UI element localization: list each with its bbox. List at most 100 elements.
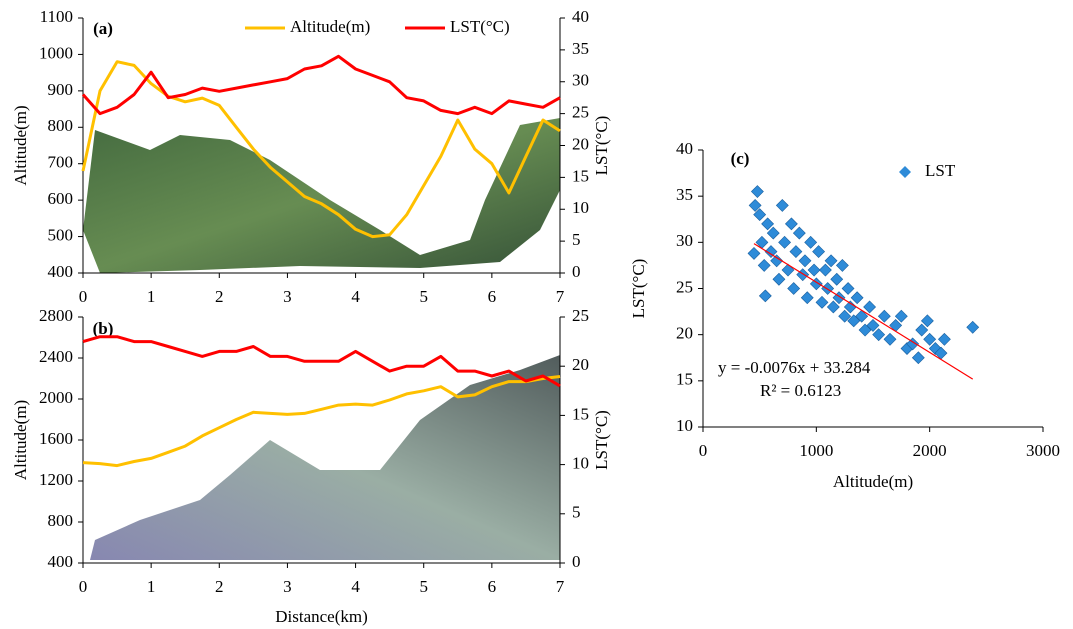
y-tick-label: 1200 — [39, 470, 73, 489]
scatter-point — [966, 320, 980, 334]
y2-axis-label: LST(°C) — [592, 410, 611, 470]
y2-tick-label: 25 — [572, 103, 589, 122]
scatter-point — [915, 323, 929, 337]
x-axis-label: Distance(km) — [275, 607, 368, 626]
legend-label: Altitude(m) — [290, 17, 370, 36]
scatter-point — [761, 217, 775, 231]
x-tick-label: 6 — [488, 287, 497, 306]
y-tick-label: 25 — [676, 277, 693, 296]
y2-tick-label: 20 — [572, 355, 589, 374]
x-tick-label: 3 — [283, 287, 292, 306]
legend-label: LST(°C) — [450, 17, 510, 36]
y-tick-label: 1000 — [39, 43, 73, 62]
x-tick-label: 5 — [419, 287, 428, 306]
x-tick-label: 1 — [147, 287, 156, 306]
scatter-point — [789, 245, 803, 258]
y-tick-label: 35 — [676, 185, 693, 204]
scatter-point — [847, 314, 861, 328]
y-axis-label: Altitude(m) — [11, 105, 30, 185]
y2-axis-label: LST(°C) — [592, 116, 611, 176]
scatter-point — [812, 245, 826, 258]
panel-label: (c) — [731, 149, 750, 168]
y-axis-label: LST(°C) — [629, 259, 648, 319]
scatter-point — [877, 309, 891, 323]
y-tick-label: 2000 — [39, 388, 73, 407]
scatter-point — [866, 319, 880, 332]
scatter-point — [804, 235, 818, 249]
scatter-point — [753, 208, 767, 222]
x-tick-label: 0 — [79, 577, 88, 596]
y2-tick-label: 10 — [572, 198, 589, 217]
scatter-point — [775, 198, 789, 212]
x-tick-label: 3000 — [1026, 441, 1060, 460]
scatter-point — [750, 185, 764, 198]
scatter-point — [764, 245, 778, 258]
trend-line — [753, 243, 974, 380]
scatter-point — [747, 246, 761, 260]
scatter-point — [821, 282, 835, 295]
x-tick-label: 4 — [351, 577, 360, 596]
scatter-point — [798, 254, 812, 268]
x-axis-label: Altitude(m) — [833, 472, 913, 491]
line-series — [82, 375, 561, 468]
y2-tick-label: 25 — [572, 306, 589, 325]
line-series — [82, 335, 561, 388]
scatter-point — [787, 282, 801, 295]
x-tick-label: 0 — [79, 287, 88, 306]
scatter-point — [778, 235, 792, 249]
line-series — [81, 54, 561, 116]
scatter-point — [937, 332, 951, 346]
scatter-point — [757, 258, 771, 272]
scatter-point — [818, 263, 832, 277]
y-tick-label: 20 — [676, 324, 693, 343]
scatter-point — [815, 295, 829, 309]
scatter-point — [911, 351, 925, 365]
y-tick-label: 400 — [48, 262, 74, 281]
scatter-point — [838, 309, 852, 323]
scatter-point — [826, 300, 840, 314]
x-tick-label: 1 — [147, 577, 156, 596]
y-tick-label: 600 — [48, 189, 74, 208]
panel-label: (a) — [93, 19, 113, 38]
scatter-point — [855, 309, 869, 323]
y-tick-label: 1100 — [40, 7, 73, 26]
scatter-point — [894, 309, 908, 323]
y-tick-label: 800 — [48, 116, 74, 135]
scatter-point — [748, 198, 762, 212]
scatter-point — [784, 217, 798, 231]
x-tick-label: 2 — [215, 577, 224, 596]
scatter-point — [792, 226, 806, 240]
scatter-point — [863, 300, 877, 314]
scatter-point — [843, 300, 857, 314]
y-tick-label: 1600 — [39, 429, 73, 448]
y-tick-label: 500 — [48, 225, 74, 244]
y2-tick-label: 15 — [572, 404, 589, 423]
scatter-point — [807, 263, 821, 277]
panel-label: (b) — [93, 319, 114, 338]
scatter-point — [830, 272, 844, 286]
scatter-point — [835, 258, 849, 272]
scatter-point — [781, 263, 795, 277]
x-tick-label: 0 — [699, 441, 708, 460]
y2-tick-label: 5 — [572, 503, 581, 522]
y2-tick-label: 40 — [572, 7, 589, 26]
scatter-point — [758, 289, 772, 303]
x-tick-label: 5 — [419, 577, 428, 596]
y-tick-label: 40 — [676, 139, 693, 158]
y2-tick-label: 35 — [572, 39, 589, 58]
y2-tick-label: 15 — [572, 166, 589, 185]
y-tick-label: 800 — [48, 511, 74, 530]
annotation: y = -0.0076x + 33.284 — [718, 358, 871, 377]
terrain-image — [83, 118, 560, 273]
scatter-point — [889, 319, 903, 332]
y2-tick-label: 20 — [572, 134, 589, 153]
x-tick-label: 6 — [488, 577, 497, 596]
y-tick-label: 2400 — [39, 347, 73, 366]
y-tick-label: 30 — [676, 231, 693, 250]
legend-swatch — [899, 166, 911, 178]
scatter-point — [906, 337, 920, 351]
scatter-point — [850, 291, 864, 305]
line-series — [81, 60, 561, 239]
